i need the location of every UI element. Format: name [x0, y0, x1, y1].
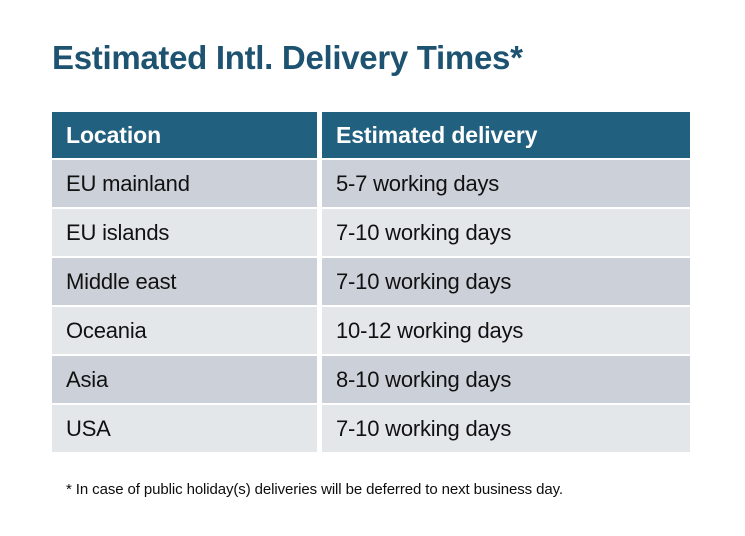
cell-delivery: 5-7 working days [322, 160, 690, 207]
cell-delivery-text: 5-7 working days [336, 170, 500, 196]
cell-delivery-text: 7-10 working days [336, 415, 512, 441]
column-header-location-label: Location [66, 121, 162, 148]
cell-location: EU mainland [52, 160, 317, 207]
cell-location-text: Oceania [66, 317, 147, 343]
cell-delivery-text: 7-10 working days [336, 219, 512, 245]
column-header-delivery-label: Estimated delivery [336, 121, 538, 148]
column-header-delivery: Estimated delivery [322, 112, 690, 158]
delivery-times-table: Location Estimated delivery EU mainland … [52, 112, 690, 454]
table-row: EU mainland 5-7 working days [52, 160, 690, 207]
table-row: Oceania 10-12 working days [52, 307, 690, 354]
footnote-text: * In case of public holiday(s) deliverie… [66, 481, 563, 498]
table-header-row: Location Estimated delivery [52, 112, 690, 158]
cell-location-text: Middle east [66, 268, 177, 294]
cell-delivery: 10-12 working days [322, 307, 690, 354]
table-row: USA 7-10 working days [52, 405, 690, 452]
cell-location-text: EU mainland [66, 170, 190, 196]
cell-delivery: 7-10 working days [322, 405, 690, 452]
table-row: Middle east 7-10 working days [52, 258, 690, 305]
cell-delivery: 8-10 working days [322, 356, 690, 403]
cell-location: Oceania [52, 307, 317, 354]
page-title: Estimated Intl. Delivery Times* [52, 39, 523, 76]
cell-location: Middle east [52, 258, 317, 305]
table-row: Asia 8-10 working days [52, 356, 690, 403]
cell-delivery-text: 10-12 working days [336, 317, 524, 343]
cell-delivery: 7-10 working days [322, 209, 690, 256]
cell-delivery-text: 8-10 working days [336, 366, 512, 392]
table-row: EU islands 7-10 working days [52, 209, 690, 256]
cell-delivery: 7-10 working days [322, 258, 690, 305]
cell-location: USA [52, 405, 317, 452]
cell-location-text: EU islands [66, 219, 170, 245]
cell-location-text: USA [66, 415, 111, 441]
cell-location: EU islands [52, 209, 317, 256]
cell-location: Asia [52, 356, 317, 403]
cell-location-text: Asia [66, 366, 108, 392]
cell-delivery-text: 7-10 working days [336, 268, 512, 294]
column-header-location: Location [52, 112, 317, 158]
